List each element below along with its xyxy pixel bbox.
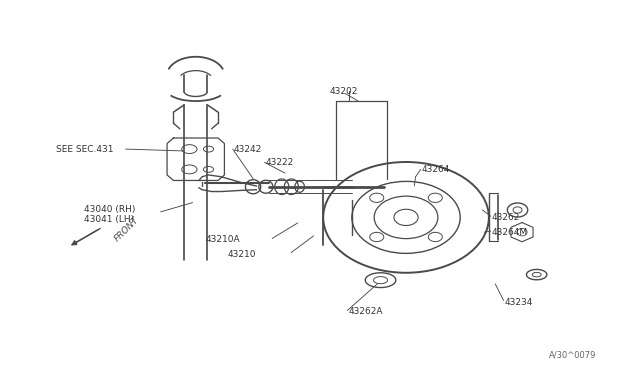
Text: 43041 (LH): 43041 (LH) <box>84 215 134 224</box>
Text: 43222: 43222 <box>266 157 294 167</box>
Text: A/30^0079: A/30^0079 <box>549 350 596 359</box>
Text: 43264: 43264 <box>422 165 451 174</box>
Text: 43202: 43202 <box>330 87 358 96</box>
Text: 43234: 43234 <box>505 298 533 307</box>
Text: 43262A: 43262A <box>349 307 383 316</box>
Text: SEE SEC.431: SEE SEC.431 <box>56 145 113 154</box>
Text: FRONT: FRONT <box>113 215 141 243</box>
Text: 43262: 43262 <box>492 213 520 222</box>
Text: 43264M: 43264M <box>492 228 528 237</box>
Text: 43210: 43210 <box>228 250 256 259</box>
Text: 43210A: 43210A <box>205 235 240 244</box>
Text: 43242: 43242 <box>234 145 262 154</box>
Text: 43040 (RH): 43040 (RH) <box>84 205 136 215</box>
